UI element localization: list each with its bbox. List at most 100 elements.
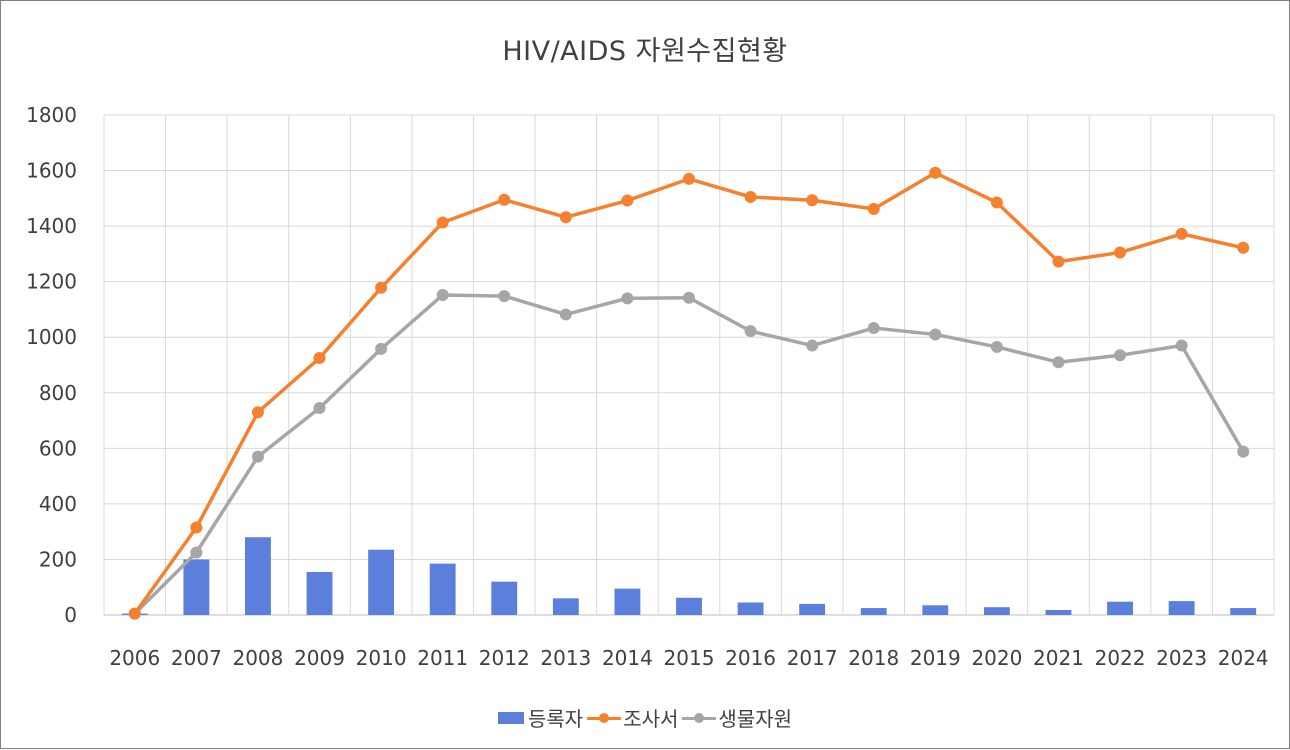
legend-bar-swatch — [497, 711, 524, 724]
point-2016 — [744, 325, 757, 338]
bar-2024 — [1230, 608, 1257, 615]
y-tick-label: 1200 — [26, 270, 77, 294]
bar-2013 — [552, 598, 579, 615]
y-tick-label: 800 — [39, 381, 77, 405]
bar-2011 — [429, 563, 456, 615]
legend-item-biospecimens: 생물자원 — [682, 703, 792, 732]
x-tick-label: 2021 — [1033, 646, 1084, 670]
legend-item-registrants: 등록자 — [497, 703, 584, 732]
point-2012 — [498, 193, 511, 206]
x-tick-label: 2008 — [232, 646, 283, 670]
point-2021 — [1052, 356, 1065, 369]
x-tick-label: 2023 — [1156, 646, 1207, 670]
point-2012 — [498, 290, 511, 303]
x-tick-label: 2018 — [848, 646, 899, 670]
point-2017 — [806, 194, 819, 207]
point-2024 — [1237, 241, 1250, 254]
x-tick-label: 2011 — [417, 646, 468, 670]
x-tick-label: 2010 — [356, 646, 407, 670]
x-axis-ticks: 2006 2007 2008 2009 2010 2011 2012 2013 2014 2015… — [109, 646, 1268, 670]
x-tick-label: 2015 — [664, 646, 715, 670]
legend-label-biospecimens: 생물자원 — [718, 707, 792, 731]
y-tick-label: 1600 — [26, 159, 77, 183]
bar-2008 — [245, 537, 271, 615]
y-axis-ticks: 0 200 400 600 800 1000 1200 1400 1600 1800 — [26, 103, 77, 627]
bar-2019 — [922, 605, 949, 615]
bar-2015 — [676, 597, 702, 615]
y-tick-label: 0 — [64, 603, 77, 627]
point-2007 — [190, 546, 203, 559]
series-line — [133, 293, 1245, 615]
point-2016 — [744, 190, 757, 203]
y-tick-label: 400 — [39, 492, 77, 516]
x-tick-label: 2006 — [109, 646, 160, 670]
point-2009 — [313, 352, 326, 365]
point-2013 — [559, 211, 572, 224]
point-2021 — [1052, 255, 1065, 268]
point-2022 — [1114, 349, 1127, 362]
point-2008 — [251, 450, 264, 463]
x-tick-label: 2013 — [540, 646, 591, 670]
x-tick-label: 2022 — [1095, 646, 1146, 670]
bar-2014 — [614, 588, 641, 615]
bar-2007 — [183, 559, 210, 615]
y-tick-label: 1800 — [26, 103, 77, 127]
legend-label-registrants: 등록자 — [527, 707, 584, 731]
point-2014 — [621, 292, 634, 305]
legend-gray-line-swatch — [682, 711, 717, 725]
y-tick-label: 1000 — [26, 325, 77, 349]
point-2011 — [436, 289, 449, 301]
x-tick-label: 2019 — [910, 646, 961, 670]
legend: 등록자 조사서 생물자원 — [1, 703, 1289, 732]
point-2018 — [867, 202, 880, 215]
point-2010 — [375, 281, 388, 294]
x-tick-label: 2020 — [971, 646, 1022, 670]
bar-2016 — [737, 602, 764, 615]
chart-title: HIV/AIDS 자원수집현황 — [502, 36, 788, 67]
point-2008 — [251, 406, 264, 419]
point-2019 — [929, 328, 942, 341]
point-2007 — [190, 521, 203, 534]
point-2011 — [436, 216, 449, 229]
point-2010 — [375, 342, 388, 355]
x-tick-label: 2017 — [787, 646, 838, 670]
bar-2010 — [368, 549, 395, 615]
point-2017 — [806, 339, 819, 352]
point-2024 — [1237, 445, 1250, 458]
bar-2020 — [983, 607, 1010, 615]
y-tick-label: 1400 — [26, 214, 77, 238]
point-2023 — [1175, 339, 1188, 352]
point-2006 — [128, 607, 141, 620]
bar-2012 — [491, 581, 518, 615]
x-tick-label: 2007 — [171, 646, 222, 670]
x-tick-label: 2012 — [479, 646, 530, 670]
bar-series — [121, 537, 1257, 615]
bar-2018 — [860, 608, 887, 615]
x-tick-label: 2009 — [294, 646, 345, 670]
y-tick-label: 200 — [39, 547, 77, 571]
x-tick-label: 2016 — [725, 646, 776, 670]
bar-2017 — [799, 603, 826, 615]
y-tick-label: 600 — [39, 436, 77, 460]
point-2018 — [867, 322, 880, 335]
bar-2022 — [1107, 601, 1133, 615]
line-series — [128, 166, 1250, 620]
point-2015 — [683, 291, 695, 304]
point-2015 — [683, 172, 695, 185]
grid-lines — [103, 114, 1275, 616]
point-2019 — [929, 166, 942, 179]
point-2013 — [559, 308, 572, 321]
legend-label-surveys: 조사서 — [623, 707, 679, 731]
legend-item-surveys: 조사서 — [587, 703, 678, 732]
legend-orange-line-swatch — [587, 711, 622, 725]
x-tick-label: 2024 — [1218, 646, 1269, 670]
bar-2009 — [306, 571, 333, 615]
bar-2021 — [1045, 610, 1072, 615]
point-2009 — [313, 402, 326, 415]
point-2022 — [1114, 246, 1127, 259]
point-2014 — [621, 194, 634, 207]
point-2020 — [990, 340, 1003, 353]
point-2023 — [1175, 227, 1188, 240]
